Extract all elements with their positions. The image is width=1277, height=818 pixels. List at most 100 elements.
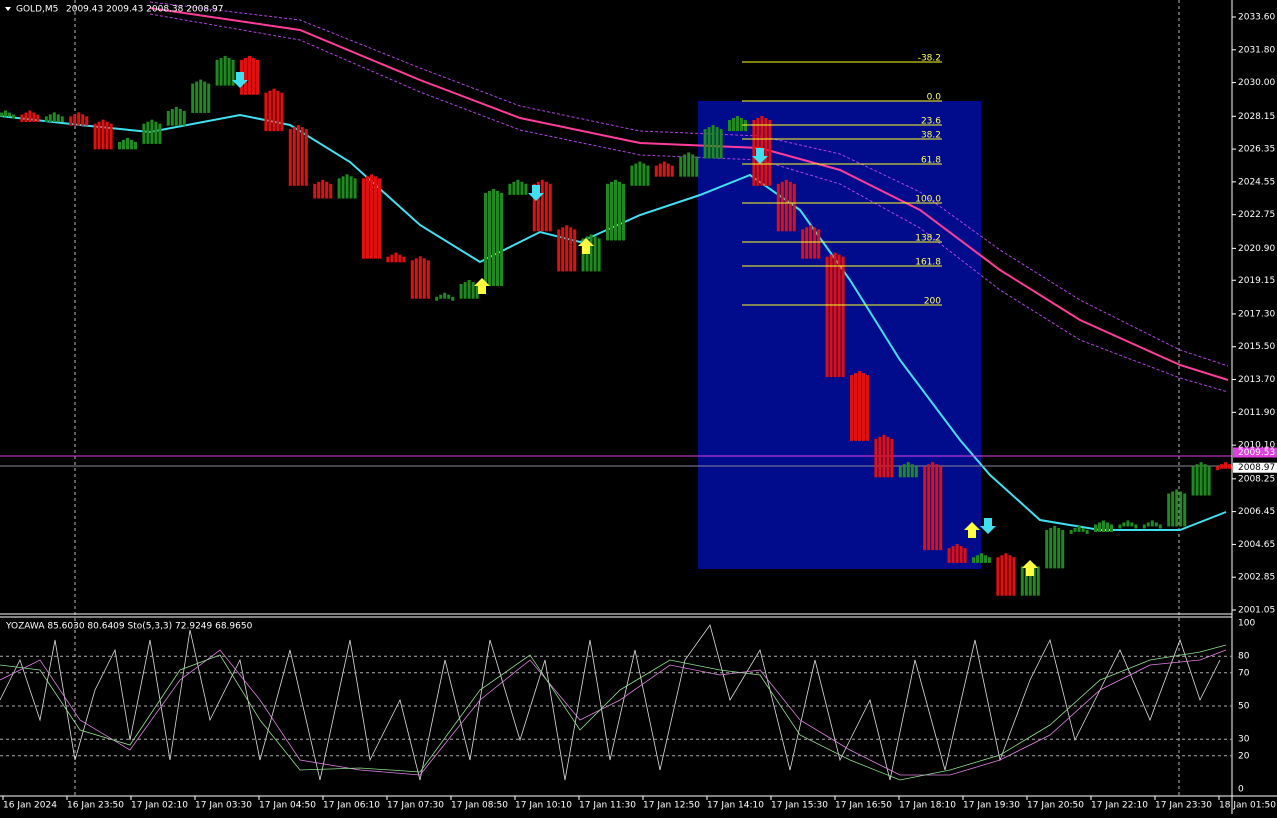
price-bar bbox=[691, 154, 695, 177]
osc-label: 80 bbox=[1238, 652, 1250, 662]
price-bar bbox=[557, 229, 561, 272]
price-label: 2019.15 bbox=[1238, 276, 1275, 286]
price-bar bbox=[500, 192, 503, 286]
price-bar bbox=[256, 59, 259, 95]
price-bar bbox=[736, 116, 739, 132]
price-bar bbox=[1195, 464, 1199, 496]
price-bar bbox=[1053, 525, 1057, 569]
price-bar bbox=[841, 256, 845, 378]
price-bar bbox=[1049, 527, 1053, 569]
price-bar bbox=[118, 141, 121, 150]
price-bar bbox=[780, 181, 784, 232]
price-bar bbox=[321, 179, 325, 199]
price-tag-label: 2008.97 bbox=[1238, 463, 1275, 473]
price-bar bbox=[435, 296, 439, 301]
time-label: 18 Jan 01:50 bbox=[1219, 801, 1276, 811]
price-bar bbox=[146, 121, 150, 144]
price-bar bbox=[878, 436, 882, 478]
price-bar bbox=[540, 179, 544, 232]
sell-arrow bbox=[528, 185, 544, 201]
price-bar bbox=[544, 181, 548, 232]
buy-arrow bbox=[578, 238, 594, 254]
price-bar bbox=[443, 292, 447, 299]
price-bar bbox=[874, 438, 878, 478]
price-bar bbox=[683, 154, 687, 177]
price-bar bbox=[386, 256, 390, 263]
time-label: 17 Jan 15:30 bbox=[771, 801, 828, 811]
price-bar bbox=[390, 254, 394, 263]
ma-slow bbox=[149, 7, 1229, 381]
price-bar bbox=[97, 121, 101, 150]
fib-label: 200 bbox=[924, 297, 941, 307]
menu-arrow[interactable] bbox=[5, 7, 11, 11]
price-label: 2008.25 bbox=[1238, 474, 1275, 484]
arrows bbox=[232, 72, 996, 534]
price-bar bbox=[28, 110, 32, 123]
price-bar bbox=[24, 112, 28, 123]
price-bar bbox=[817, 229, 821, 259]
price-bar bbox=[467, 279, 471, 299]
price-bar bbox=[687, 152, 691, 177]
time-label: 17 Jan 10:10 bbox=[515, 801, 572, 811]
price-bar bbox=[488, 190, 491, 286]
price-bar bbox=[1171, 491, 1175, 527]
price-bar bbox=[1134, 524, 1138, 529]
price-bar bbox=[199, 79, 203, 113]
price-bar bbox=[313, 183, 317, 199]
price-bar bbox=[923, 466, 927, 551]
fib-label: 161.8 bbox=[915, 258, 941, 268]
price-bar bbox=[805, 227, 809, 259]
price-bar bbox=[1203, 464, 1207, 496]
price-bar bbox=[349, 176, 353, 199]
price-bar bbox=[988, 557, 991, 563]
price-bar bbox=[248, 55, 251, 95]
time-label: 17 Jan 11:30 bbox=[579, 801, 636, 811]
price-bar bbox=[679, 156, 683, 177]
time-label: 17 Jan 06:10 bbox=[323, 801, 380, 811]
price-bar bbox=[866, 375, 869, 441]
price-label: 2006.45 bbox=[1238, 507, 1275, 517]
price-bar bbox=[959, 546, 963, 563]
price-bar bbox=[370, 174, 373, 259]
price-bar bbox=[52, 112, 56, 123]
fib-label: 100.0 bbox=[915, 195, 941, 205]
price-bar bbox=[589, 234, 593, 272]
price-bar bbox=[752, 120, 756, 186]
price-bar bbox=[1142, 524, 1146, 529]
fib-label: 38.2 bbox=[921, 131, 941, 141]
arrows bbox=[474, 238, 1038, 576]
price-bar bbox=[951, 546, 955, 563]
price-bar bbox=[744, 120, 747, 132]
price-bar bbox=[666, 163, 670, 177]
price-label: 2015.50 bbox=[1238, 342, 1275, 352]
price-bar bbox=[837, 254, 841, 378]
price-bar bbox=[711, 125, 715, 159]
time-label: 17 Jan 22:10 bbox=[1091, 801, 1148, 811]
time-label: 17 Jan 23:30 bbox=[1155, 801, 1212, 811]
time-label: 17 Jan 02:10 bbox=[131, 801, 188, 811]
price-bar bbox=[36, 114, 40, 123]
price-bar bbox=[345, 174, 349, 199]
price-bar bbox=[56, 114, 60, 123]
osc-label: 70 bbox=[1238, 668, 1250, 678]
price-label: 2024.55 bbox=[1238, 177, 1275, 187]
osc-label: 0 bbox=[1238, 785, 1244, 795]
price-bar bbox=[1061, 529, 1065, 569]
price-bar bbox=[1216, 466, 1219, 471]
price-bar bbox=[548, 183, 552, 232]
price-bar bbox=[252, 57, 255, 95]
price-bar bbox=[740, 118, 743, 132]
price-bar bbox=[906, 462, 910, 478]
price-label: 2028.15 bbox=[1238, 112, 1275, 122]
price-bar bbox=[1146, 522, 1150, 527]
price-label: 2026.35 bbox=[1238, 145, 1275, 155]
price-bar bbox=[764, 118, 768, 186]
price-bar bbox=[451, 296, 455, 301]
price-bar bbox=[833, 252, 837, 378]
price-bar bbox=[719, 129, 723, 159]
price-label: 2030.00 bbox=[1238, 78, 1275, 88]
price-bar bbox=[634, 163, 638, 186]
price-bar bbox=[536, 181, 540, 232]
buy-arrow bbox=[1022, 560, 1038, 576]
fib-label: 23.6 bbox=[921, 117, 941, 127]
